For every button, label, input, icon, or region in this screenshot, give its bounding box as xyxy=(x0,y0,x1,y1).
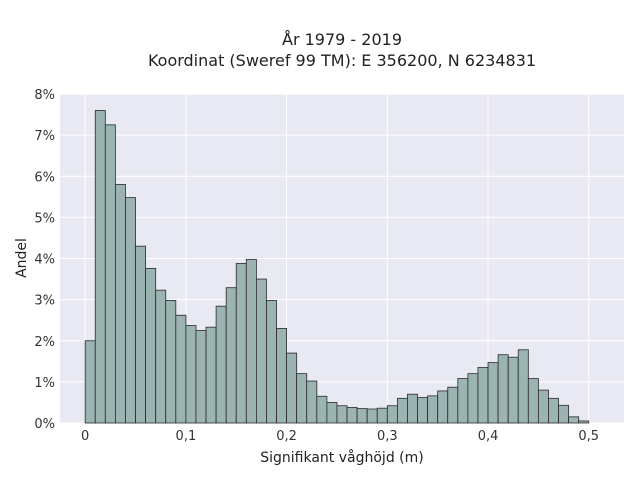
histogram-bar xyxy=(477,367,489,424)
x-axis-ticks: 0 0,1 0,2 0,3 0,4 0,5 xyxy=(81,429,599,444)
histogram-bar xyxy=(497,354,509,424)
y-tick-label: 8% xyxy=(34,88,55,103)
x-axis-label: Signifikant våghöjd (m) xyxy=(260,449,423,466)
histogram-bar xyxy=(185,325,197,424)
y-tick-label: 4% xyxy=(34,253,55,268)
histogram-bar xyxy=(376,407,388,424)
histogram-bar xyxy=(215,305,227,424)
y-axis-label: Andel xyxy=(14,238,30,278)
histogram-bar xyxy=(255,278,267,424)
histogram-bar xyxy=(296,373,308,424)
histogram-bar xyxy=(205,326,217,424)
histogram-bar xyxy=(396,397,408,424)
histogram-bar xyxy=(417,397,429,424)
x-tick-label: 0,4 xyxy=(478,429,499,444)
histogram-bar xyxy=(145,267,157,424)
histogram-bar xyxy=(336,405,348,424)
histogram-bar xyxy=(386,405,398,424)
histogram-bar xyxy=(527,378,539,424)
histogram-bar xyxy=(286,352,298,424)
y-tick-label: 7% xyxy=(34,129,55,144)
bars xyxy=(84,110,590,424)
histogram-bar xyxy=(366,408,378,424)
histogram-bar xyxy=(487,362,499,424)
histogram-bar xyxy=(266,300,277,424)
histogram-bar xyxy=(175,314,187,424)
histogram-bar xyxy=(276,328,288,424)
x-tick-label: 0 xyxy=(81,429,89,444)
histogram-bar xyxy=(125,197,136,424)
histogram-bar xyxy=(467,373,479,424)
chart-title: År 1979 - 2019 xyxy=(282,30,402,49)
x-tick-label: 0,1 xyxy=(176,429,197,444)
histogram-bar xyxy=(507,356,519,424)
histogram-bar xyxy=(326,402,338,424)
histogram-bar xyxy=(427,395,439,424)
histogram-bar xyxy=(94,110,106,424)
histogram-bar xyxy=(195,330,207,424)
chart-subtitle: Koordinat (Sweref 99 TM): E 356200, N 62… xyxy=(148,51,536,70)
histogram-bar xyxy=(235,263,247,424)
histogram-bar xyxy=(578,420,590,424)
histogram-bar xyxy=(245,258,257,424)
histogram-bar xyxy=(346,406,358,424)
histogram-bar xyxy=(537,389,549,424)
y-tick-label: 6% xyxy=(34,170,55,185)
histogram-bar xyxy=(517,349,529,424)
y-tick-label: 3% xyxy=(34,294,55,309)
histogram-bar xyxy=(457,378,469,424)
histogram-bar xyxy=(225,287,237,424)
y-tick-label: 2% xyxy=(34,335,55,350)
histogram-bar xyxy=(135,245,147,424)
y-tick-label: 1% xyxy=(34,376,55,391)
histogram-bar xyxy=(447,386,459,424)
histogram-bar xyxy=(407,393,418,424)
x-tick-label: 0,3 xyxy=(377,429,398,444)
histogram-bar xyxy=(356,408,368,424)
y-tick-label: 0% xyxy=(34,417,55,432)
y-axis-ticks: 0% 1% 2% 3% 4% 5% 6% 7% 8% xyxy=(34,88,55,432)
histogram-bar xyxy=(437,390,449,424)
histogram-bar xyxy=(114,184,126,424)
histogram-bar xyxy=(104,124,116,424)
x-tick-label: 0,5 xyxy=(578,429,599,444)
histogram-bar xyxy=(306,380,318,424)
histogram-bar xyxy=(558,404,570,424)
y-tick-label: 5% xyxy=(34,211,55,226)
x-tick-label: 0,2 xyxy=(276,429,297,444)
histogram-bar xyxy=(548,397,559,424)
histogram-bar xyxy=(568,416,580,424)
histogram-bar xyxy=(165,300,177,424)
histogram-bar xyxy=(155,289,167,424)
histogram-bar xyxy=(84,340,96,424)
histogram-bar xyxy=(316,395,328,424)
